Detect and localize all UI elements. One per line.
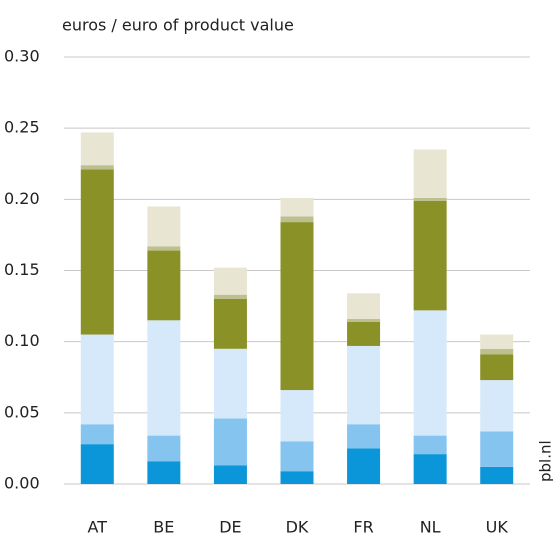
- bar-segment: [347, 321, 381, 346]
- bar-segment: [347, 424, 381, 449]
- bar-segment: [347, 345, 381, 425]
- bar-segment: [147, 320, 181, 436]
- bar-segment: [280, 216, 314, 223]
- bar-segment: [80, 165, 114, 170]
- x-tick-label: AT: [88, 518, 108, 536]
- bar-segment: [147, 435, 181, 462]
- x-tick-label: FR: [353, 518, 373, 536]
- x-tick-label: BE: [153, 518, 174, 536]
- bar-segment: [213, 348, 247, 419]
- bar-segment: [480, 354, 514, 381]
- y-tick-label: 0.25: [4, 118, 40, 137]
- bar-segment: [213, 418, 247, 466]
- bar-segment: [147, 250, 181, 321]
- bar-segment: [480, 466, 514, 484]
- bar-segment: [280, 441, 314, 472]
- y-tick-label: 0.30: [4, 47, 40, 66]
- bar-segment: [147, 246, 181, 251]
- bar-segment: [213, 294, 247, 299]
- y-tick-label: 0.20: [4, 189, 40, 208]
- bar-segment: [413, 310, 447, 436]
- x-tick-label: UK: [486, 518, 509, 536]
- bar-segment: [280, 197, 314, 217]
- bar-segment: [80, 334, 114, 425]
- bar-segment: [80, 132, 114, 166]
- bar-segment: [213, 465, 247, 484]
- bar-segment: [280, 390, 314, 442]
- y-tick-label: 0.05: [4, 402, 40, 421]
- bar-segment: [147, 206, 181, 247]
- bar-segment: [413, 200, 447, 311]
- bar-segment: [480, 380, 514, 432]
- bar-segment: [280, 471, 314, 484]
- bar-segment: [147, 461, 181, 484]
- bar-segment: [480, 334, 514, 349]
- bar-segment: [280, 222, 314, 391]
- bar-segment: [80, 169, 114, 335]
- x-tick-label: NL: [420, 518, 441, 536]
- bar-segment: [347, 448, 381, 484]
- bar-segment: [213, 298, 247, 349]
- x-tick-label: DK: [286, 518, 309, 536]
- y-tick-label: 0.10: [4, 331, 40, 350]
- y-tick-label: 0.15: [4, 260, 40, 279]
- bar-segment: [413, 197, 447, 201]
- bar-segment: [413, 435, 447, 455]
- bar-segment: [413, 149, 447, 198]
- chart-title: euros / euro of product value: [62, 16, 294, 35]
- bar-segment: [80, 424, 114, 445]
- bar-segment: [413, 454, 447, 484]
- bar-segment: [80, 444, 114, 484]
- bar-segment: [480, 431, 514, 467]
- bar-segment: [480, 348, 514, 355]
- bar-segment: [213, 267, 247, 295]
- bar-segment: [347, 318, 381, 322]
- watermark: pbl.nl: [537, 440, 553, 482]
- x-tick-label: DE: [219, 518, 241, 536]
- bar-segment: [347, 293, 381, 319]
- y-tick-label: 0.00: [4, 474, 40, 493]
